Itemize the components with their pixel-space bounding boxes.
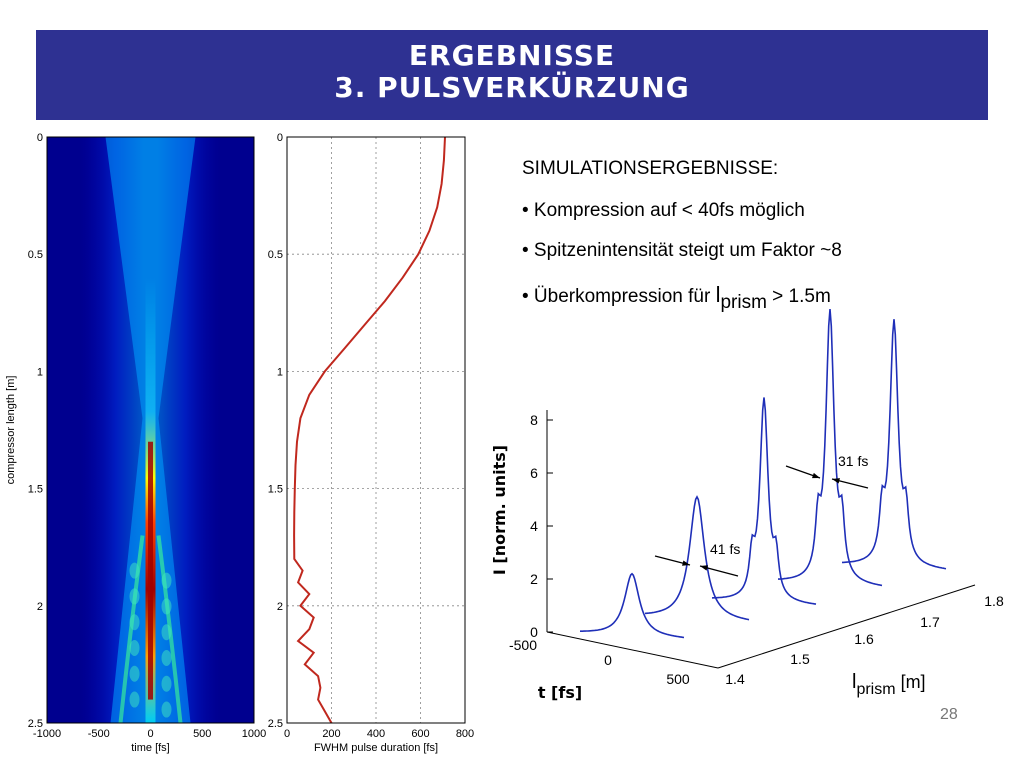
annotation-arrowhead [700, 565, 708, 571]
waterfall-pulse-curve [644, 495, 750, 621]
heatmap-x-tick-label: 500 [193, 728, 211, 740]
fwhm-plot-area [287, 137, 465, 723]
waterfall-prism-tick-label: 1.6 [854, 631, 874, 647]
heatmap-y-axis-label: compressor length [m] [5, 376, 17, 485]
fwhm-y-tick-label: 0 [277, 132, 283, 144]
heatmap-blob [161, 572, 172, 589]
summary-bullet: • Kompression auf < 40fs möglich [522, 200, 805, 221]
waterfall-pulse-curve [778, 309, 883, 587]
summary-bullet-symbol: l [715, 282, 721, 307]
annotation-arrowhead [812, 472, 820, 479]
fwhm-x-tick-label: 800 [456, 728, 474, 740]
fwhm-x-tick-label: 0 [284, 728, 290, 740]
waterfall-pulse-curve [842, 319, 947, 570]
heatmap-peak-red [148, 441, 153, 700]
waterfall-pulse-curve [580, 572, 685, 639]
fwhm-y-tick-label: 1.5 [268, 484, 283, 496]
fwhm-x-axis-label: FWHM pulse duration [fs] [314, 742, 438, 754]
heatmap-blob [129, 562, 140, 579]
fwhm-frame [286, 136, 466, 724]
waterfall-i-tick-label: 6 [530, 465, 538, 481]
heatmap-chart: -1000 -500 0 500 1000 0 0.5 1 1.5 2 2.5 time [fs] co… [5, 132, 266, 754]
waterfall-z-axis-label: lprism [m] [852, 671, 926, 698]
heatmap-blob [161, 624, 172, 641]
waterfall-t-tick-label: 0 [604, 652, 612, 668]
fwhm-y-tick-label: 0.5 [268, 249, 283, 261]
waterfall-pulse-curve [711, 397, 817, 605]
waterfall-t-axis [546, 631, 719, 669]
waterfall-prism-tick-label: 1.5 [790, 651, 810, 667]
heatmap-blob [161, 675, 172, 692]
waterfall-prism-axis [717, 584, 976, 669]
annotation-arrowhead [682, 560, 690, 566]
fwhm-series-line [293, 136, 446, 724]
waterfall-i-tick-label: 2 [530, 571, 538, 587]
summary-bullet-prefix: • Überkompression für [522, 286, 716, 307]
page-title: ERGEBNISSE [408, 39, 616, 72]
heatmap-blob [161, 701, 172, 718]
summary-bullet-sub: prism [720, 292, 767, 313]
heatmap-blob [129, 691, 140, 708]
waterfall-t-tick-label: 500 [666, 671, 690, 687]
heatmap-field [80, 137, 221, 723]
heatmap-y-tick-label: 1 [37, 366, 43, 378]
heatmap-x-axis-label: time [fs] [131, 742, 170, 754]
heatmap-x-tick-label: -1000 [33, 728, 61, 740]
heatmap-x-tick-label: -500 [88, 728, 110, 740]
fwhm-y-tick-label: 2 [277, 601, 283, 613]
heatmap-x-tick-label: 0 [147, 728, 153, 740]
heatmap-x-tick-label: 1000 [242, 728, 266, 740]
heatmap-side-lobe [118, 535, 145, 723]
waterfall-i-tick-label: 8 [530, 412, 538, 428]
waterfall-prism-tick-label: 1.4 [725, 671, 745, 687]
title-banner: ERGEBNISSE 3. PULSVERKÜRZUNG [36, 30, 988, 120]
waterfall-prism-tick-label: 1.7 [920, 614, 940, 630]
summary-bullet: • Überkompression für lprism > 1.5m [522, 282, 831, 314]
heatmap-y-tick-label: 0 [37, 132, 43, 144]
fwhm-y-tick-label: 2.5 [268, 718, 283, 730]
annotation-arrowhead [832, 478, 840, 484]
heatmap-blob [129, 614, 140, 631]
heatmap-frame [46, 136, 255, 724]
fwhm-x-tick-label: 600 [411, 728, 429, 740]
fwhm-x-tick-label: 400 [367, 728, 385, 740]
page-subtitle: 3. PULSVERKÜRZUNG [334, 71, 690, 104]
page-number: 28 [940, 706, 958, 723]
heatmap-y-tick-label: 1.5 [28, 484, 43, 496]
heatmap-blob [161, 598, 172, 615]
waterfall-i-tick-label: 4 [530, 518, 538, 534]
waterfall-x-axis-label: t [fs] [538, 683, 582, 702]
waterfall-prism-tick-label: 1.8 [984, 593, 1004, 609]
heatmap-blob [161, 649, 172, 666]
heatmap-y-tick-label: 2 [37, 601, 43, 613]
waterfall-annotation: 41 fs [710, 541, 740, 557]
fwhm-y-tick-label: 1 [277, 366, 283, 378]
heatmap-y-tick-label: 2.5 [28, 718, 43, 730]
waterfall-t-tick-label: -500 [509, 637, 537, 653]
heatmap-blob [129, 665, 140, 682]
heatmap-y-tick-label: 0.5 [28, 249, 43, 261]
heatmap-blob [129, 639, 140, 656]
summary-bullet: • Spitzenintensität steigt um Faktor ~8 [522, 240, 842, 261]
summary-heading: SIMULATIONSERGEBNISSE: [522, 158, 779, 179]
fwhm-chart: 0 200 400 600 800 0 0.5 1 1.5 2 2.5 FWHM pulse dura… [268, 132, 474, 754]
summary-bullet-suffix: > 1.5m [766, 286, 831, 307]
heatmap-blob [129, 588, 140, 605]
waterfall-annotation: 31 fs [838, 453, 868, 469]
waterfall-y-axis-label: I [norm. units] [490, 445, 509, 575]
fwhm-x-tick-label: 200 [322, 728, 340, 740]
waterfall-i-tick-label: 0 [530, 624, 538, 640]
